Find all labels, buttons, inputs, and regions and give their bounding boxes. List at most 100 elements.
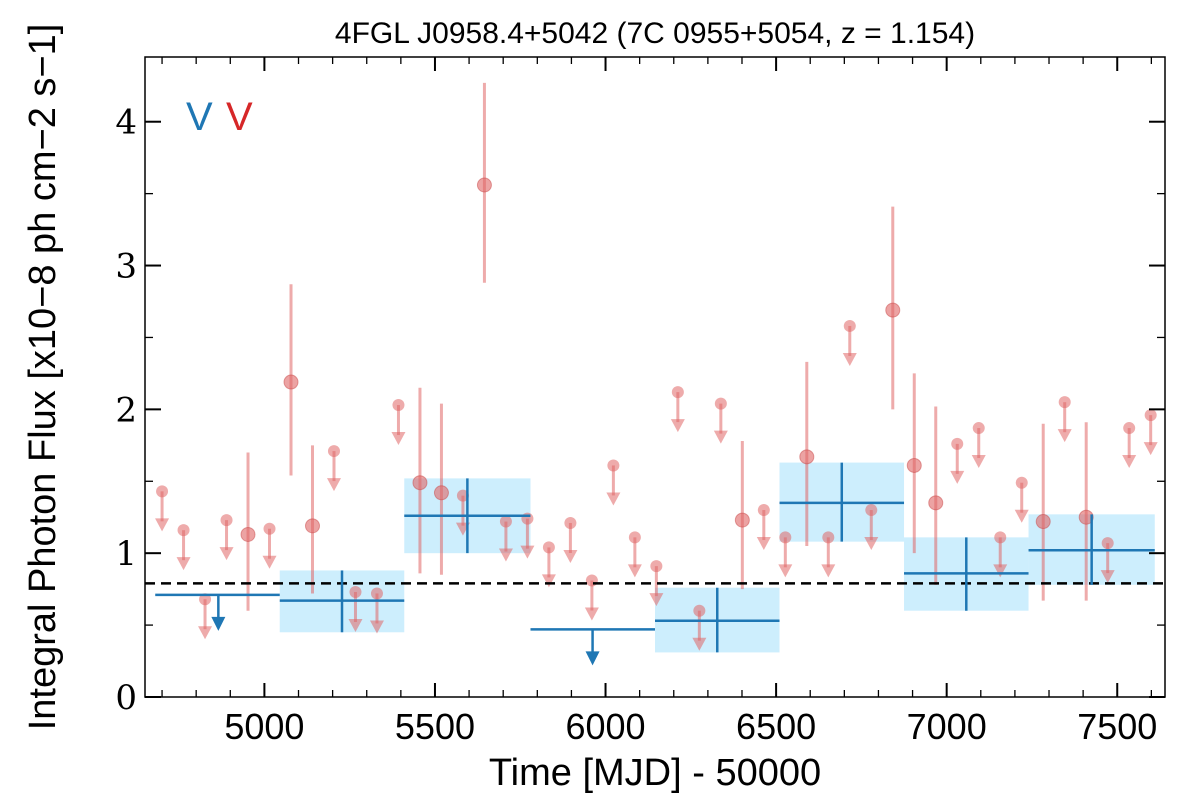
- red-upper-limit-arrow-22: [627, 564, 642, 578]
- x-axis-label: Time [MJD] - 50000: [489, 752, 821, 794]
- blue-series-group: [155, 462, 1155, 666]
- red-upper-limit-point-33: [865, 504, 878, 517]
- red-upper-limit-point-40: [1015, 476, 1028, 489]
- red-upper-limit-arrow-25: [692, 637, 707, 651]
- red-data-point-43: [1078, 509, 1094, 525]
- red-data-point-12: [412, 475, 428, 491]
- red-upper-limit-arrow-21: [606, 492, 621, 506]
- y-tick-label-0: 0: [115, 678, 137, 718]
- red-upper-limit-point-16: [499, 515, 512, 528]
- red-upper-limit-arrow-19: [563, 549, 578, 563]
- red-upper-limit-point-25: [693, 604, 706, 617]
- red-upper-limit-point-28: [757, 504, 770, 517]
- x-tick-label-5500: 5500: [395, 706, 475, 747]
- red-data-point-30: [799, 449, 815, 465]
- red-data-point-41: [1035, 514, 1051, 530]
- red-upper-limit-point-37: [951, 437, 964, 450]
- x-tick-label-7000: 7000: [907, 706, 987, 747]
- red-upper-limit-point-10: [370, 587, 383, 600]
- red-upper-limit-arrow-31: [821, 564, 836, 578]
- red-data-point-6: [283, 374, 299, 390]
- plot-frame: [144, 56, 1166, 698]
- red-upper-limit-arrow-46: [1143, 442, 1158, 456]
- red-upper-limit-point-18: [542, 541, 555, 554]
- red-upper-limit-arrow-26: [713, 430, 728, 444]
- red-upper-limit-arrow-28: [756, 537, 771, 551]
- y-tick-label-1: 1: [115, 534, 137, 574]
- red-upper-limit-point-39: [994, 531, 1007, 544]
- red-data-point-15: [476, 177, 492, 193]
- red-upper-limit-point-29: [779, 531, 792, 544]
- red-upper-limit-point-20: [585, 574, 598, 587]
- legend-entry-blue: V: [186, 95, 213, 139]
- red-upper-limit-arrow-38: [971, 455, 986, 469]
- red-upper-limit-arrow-0: [155, 518, 170, 532]
- y-axis-label: Integral Photon Flux [x10−8 ph cm−2 s−1]: [22, 24, 64, 731]
- x-tick-label-6500: 6500: [736, 706, 816, 747]
- red-upper-limit-arrow-32: [842, 352, 857, 366]
- red-upper-limit-arrow-42: [1057, 429, 1072, 443]
- red-upper-limit-arrow-40: [1014, 509, 1029, 523]
- red-upper-limit-point-21: [607, 459, 620, 472]
- y-tick-label-4: 4: [115, 103, 137, 143]
- red-upper-limit-arrow-8: [326, 478, 341, 492]
- red-upper-limit-arrow-20: [584, 607, 599, 621]
- red-upper-limit-arrow-37: [950, 470, 965, 484]
- red-upper-limit-arrow-17: [520, 545, 535, 559]
- red-data-point-36: [928, 495, 944, 511]
- blue-upper-limit-arrow-0: [211, 616, 226, 631]
- red-upper-limit-point-26: [714, 397, 727, 410]
- red-upper-limit-arrow-33: [864, 537, 879, 551]
- blue-upper-limit-arrow-3: [585, 651, 600, 666]
- red-upper-limit-point-5: [263, 522, 276, 535]
- red-data-point-7: [304, 518, 320, 534]
- red-upper-limit-arrow-2: [198, 626, 213, 640]
- red-upper-limit-point-31: [822, 531, 835, 544]
- red-upper-limit-point-45: [1123, 422, 1136, 435]
- axes-group: 5000 5500 6000 6500 7000 7500 0 1 2 3 4: [115, 56, 1166, 747]
- red-upper-limit-point-9: [349, 586, 362, 599]
- red-upper-limit-arrow-44: [1100, 570, 1115, 584]
- x-tick-label-7500: 7500: [1077, 706, 1157, 747]
- legend-entry-red: V: [226, 95, 253, 139]
- red-upper-limit-arrow-29: [778, 564, 793, 578]
- red-upper-limit-point-1: [177, 524, 190, 537]
- x-tick-label-6000: 6000: [565, 706, 645, 747]
- red-data-point-34: [885, 302, 901, 318]
- red-upper-limit-point-19: [564, 516, 577, 529]
- red-upper-limit-arrow-23: [649, 593, 664, 607]
- red-upper-limit-point-14: [456, 489, 469, 502]
- y-tick-label-2: 2: [115, 390, 137, 430]
- red-upper-limit-point-17: [521, 512, 534, 525]
- red-data-point-27: [734, 512, 750, 528]
- red-series-group: [155, 82, 1165, 651]
- red-upper-limit-arrow-3: [219, 547, 234, 561]
- chart-title: 4FGL J0958.4+5042 (7C 0955+5054, z = 1.1…: [335, 17, 975, 50]
- red-upper-limit-arrow-16: [498, 548, 513, 562]
- x-tick-label-5000: 5000: [224, 706, 304, 747]
- red-upper-limit-point-44: [1101, 537, 1114, 550]
- red-data-point-13: [433, 485, 449, 501]
- red-upper-limit-arrow-45: [1122, 455, 1137, 469]
- red-data-point-35: [906, 457, 922, 473]
- red-upper-limit-arrow-5: [262, 555, 277, 569]
- y-tick-label-3: 3: [115, 247, 137, 287]
- red-upper-limit-point-3: [220, 514, 233, 527]
- red-upper-limit-point-0: [156, 485, 169, 498]
- red-upper-limit-point-2: [199, 593, 212, 606]
- red-data-point-4: [240, 526, 256, 542]
- red-upper-limit-point-42: [1058, 396, 1071, 409]
- red-upper-limit-arrow-18: [541, 574, 556, 588]
- legend: V V: [186, 95, 253, 139]
- red-upper-limit-point-46: [1144, 409, 1157, 422]
- red-upper-limit-point-22: [628, 531, 641, 544]
- red-upper-limit-arrow-9: [348, 619, 363, 633]
- red-upper-limit-arrow-10: [369, 620, 384, 634]
- red-upper-limit-point-23: [650, 560, 663, 573]
- red-upper-limit-point-32: [843, 319, 856, 332]
- red-upper-limit-point-24: [671, 386, 684, 399]
- red-upper-limit-arrow-1: [176, 557, 191, 571]
- red-upper-limit-point-38: [972, 422, 985, 435]
